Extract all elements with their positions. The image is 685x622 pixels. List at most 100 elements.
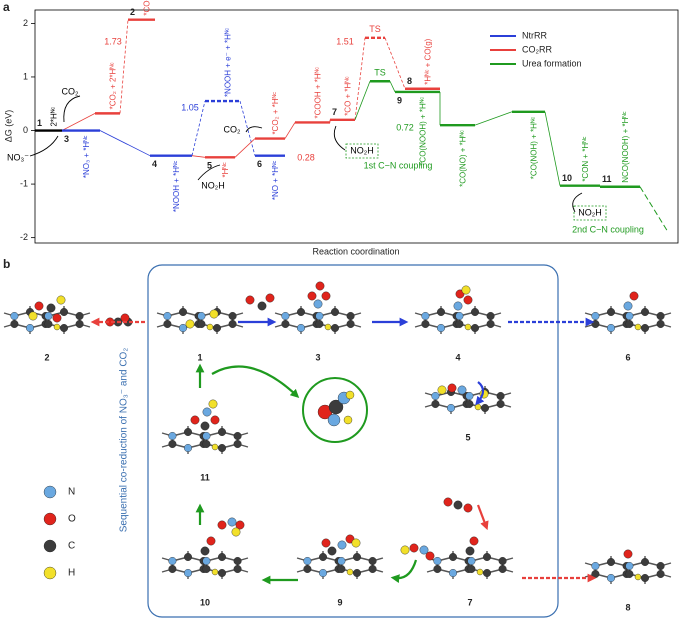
connector xyxy=(99,130,151,157)
connector xyxy=(61,113,96,131)
atom xyxy=(591,562,600,571)
atom xyxy=(34,301,44,311)
atom xyxy=(331,308,340,317)
connector xyxy=(239,100,256,156)
atom xyxy=(202,440,211,449)
structure-label: 9 xyxy=(337,597,342,607)
y-tick-label: -1 xyxy=(20,178,28,188)
atom xyxy=(471,308,480,317)
atom xyxy=(217,520,227,530)
atom xyxy=(498,557,507,566)
atom xyxy=(465,392,474,401)
atom xyxy=(303,565,312,574)
atom xyxy=(625,562,634,571)
structure-label: 11 xyxy=(200,472,210,482)
barrier-label: 1.05 xyxy=(181,102,199,112)
atom xyxy=(465,546,475,556)
species-label: *CO₂ + 2*Hᴺᶜ xyxy=(109,62,118,109)
atom xyxy=(471,324,480,333)
annotation-arrow xyxy=(245,126,263,133)
atom xyxy=(625,320,634,329)
atom xyxy=(202,407,212,417)
connector xyxy=(544,111,561,186)
annotation-arrow xyxy=(63,95,81,123)
atom xyxy=(208,399,218,409)
atom xyxy=(46,303,56,313)
connector xyxy=(119,19,129,114)
atom xyxy=(60,324,69,333)
atom xyxy=(200,421,210,431)
y-tick-label: 0 xyxy=(23,125,28,135)
atom xyxy=(457,385,467,395)
atom xyxy=(28,311,38,321)
atom xyxy=(178,308,187,317)
annotation: CO₂ xyxy=(62,86,80,96)
connector xyxy=(354,37,366,120)
atom xyxy=(202,557,211,566)
atom xyxy=(591,570,600,579)
atom xyxy=(351,538,361,548)
atom xyxy=(623,549,633,559)
atom xyxy=(453,500,463,510)
atom xyxy=(321,291,331,301)
x-axis-title: Reaction coordination xyxy=(312,246,399,256)
atom xyxy=(641,308,650,317)
atom xyxy=(281,320,290,329)
atom xyxy=(656,562,665,571)
atom xyxy=(455,320,464,329)
atom xyxy=(469,536,479,546)
structure-label: 8 xyxy=(625,602,630,612)
atom xyxy=(319,569,328,578)
structure-label: 4 xyxy=(455,352,460,362)
y-tick-label: 1 xyxy=(23,71,28,81)
atom xyxy=(202,432,211,441)
atom xyxy=(431,400,440,409)
plot-frame xyxy=(34,9,679,244)
level-number: 10 xyxy=(562,173,572,183)
structure-label: 7 xyxy=(467,597,472,607)
atom xyxy=(168,557,177,566)
atom xyxy=(190,415,200,425)
atom xyxy=(44,312,53,321)
connector xyxy=(384,37,406,89)
atom xyxy=(447,404,456,413)
annotation: NO₃⁻ xyxy=(7,152,29,162)
annotation: NO₂H xyxy=(350,145,374,155)
atom xyxy=(319,553,328,562)
level-number: 9 xyxy=(397,95,402,105)
atom xyxy=(443,497,453,507)
atom xyxy=(345,390,355,400)
atom xyxy=(486,320,495,329)
atom xyxy=(486,312,495,321)
species-label: *CON + *Hᴺᶜ xyxy=(581,136,590,181)
atom xyxy=(455,312,464,321)
atom xyxy=(206,323,214,331)
arrow xyxy=(475,381,485,406)
species-label: *NO₃ + *Hᴺᶜ xyxy=(82,135,91,178)
species-label: *CO(NO) + *Hᴺᶜ xyxy=(459,130,468,187)
annotation: 2nd C−N coupling xyxy=(572,224,644,234)
atom xyxy=(353,569,362,578)
atom xyxy=(634,323,642,331)
atom xyxy=(463,503,473,513)
arrow xyxy=(476,504,489,531)
atom xyxy=(200,546,210,556)
panel-label: a xyxy=(3,0,10,14)
atom xyxy=(656,570,665,579)
dashed-box xyxy=(573,205,607,221)
atom xyxy=(607,558,616,567)
atom xyxy=(425,551,435,561)
level-number: 2 xyxy=(130,7,135,17)
legend-label: H xyxy=(68,568,75,579)
atom xyxy=(476,568,484,576)
atom xyxy=(163,320,172,329)
atom xyxy=(421,320,430,329)
legend-label: NtrRR xyxy=(522,30,547,40)
species-label: *CO(NOOH) + *Hᴺᶜ xyxy=(419,97,428,166)
atom xyxy=(483,553,492,562)
atom xyxy=(235,520,245,530)
atom xyxy=(327,546,337,556)
atom xyxy=(328,399,344,415)
annotation: NO₂H xyxy=(578,207,602,217)
atom xyxy=(453,301,463,311)
